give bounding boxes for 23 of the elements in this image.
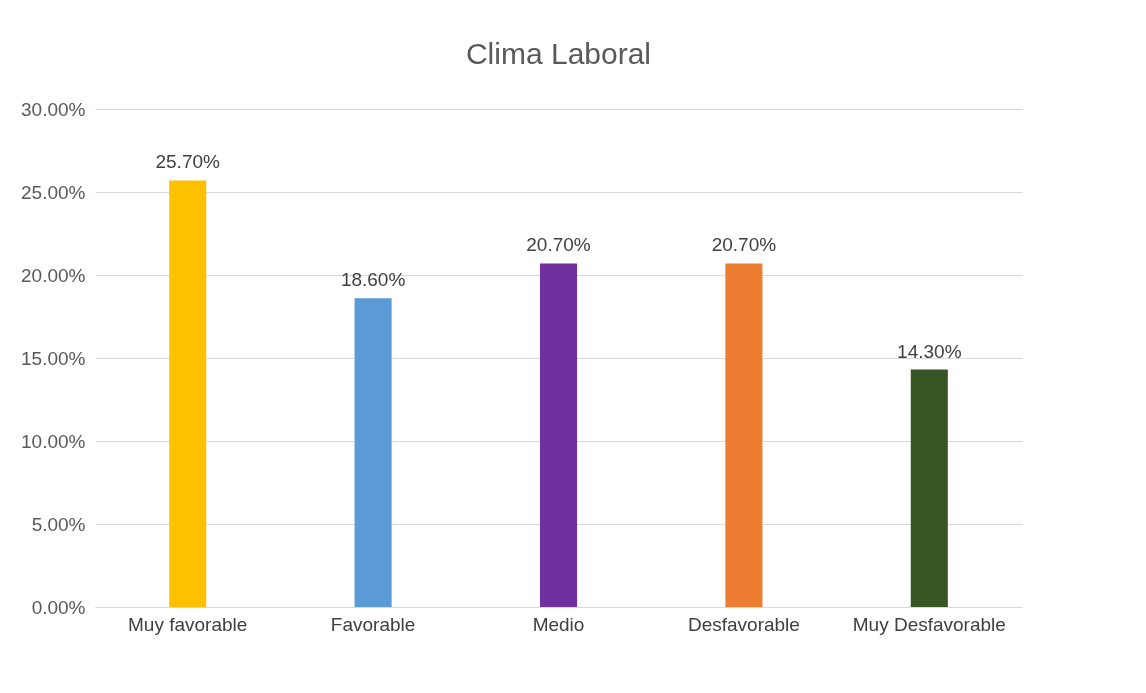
- y-tick-label: 25.00%: [21, 181, 86, 203]
- data-label: 25.70%: [155, 151, 221, 173]
- bar: [910, 369, 948, 607]
- bar: [169, 180, 207, 607]
- y-tick-label: 0.00%: [31, 596, 86, 618]
- bar: [725, 263, 763, 607]
- bar: [354, 298, 392, 607]
- x-tick-label: Desfavorable: [687, 613, 800, 635]
- y-tick-label: 30.00%: [21, 98, 86, 120]
- data-label: 20.70%: [526, 234, 591, 256]
- chart-title: Clima Laboral: [465, 37, 652, 70]
- x-tick-label: Muy Desfavorable: [852, 613, 1006, 635]
- data-label: 18.60%: [340, 269, 406, 291]
- y-tick-label: 20.00%: [21, 264, 86, 286]
- x-tick-label: Favorable: [330, 613, 416, 635]
- y-tick-label: 5.00%: [31, 513, 86, 535]
- y-tick-label: 10.00%: [21, 430, 86, 452]
- data-label: 20.70%: [711, 234, 777, 256]
- data-label: 14.30%: [897, 340, 962, 362]
- y-tick-label: 15.00%: [21, 347, 86, 369]
- bar: [539, 263, 578, 607]
- x-tick-label: Medio: [532, 613, 585, 635]
- x-tick-label: Muy favorable: [128, 613, 248, 635]
